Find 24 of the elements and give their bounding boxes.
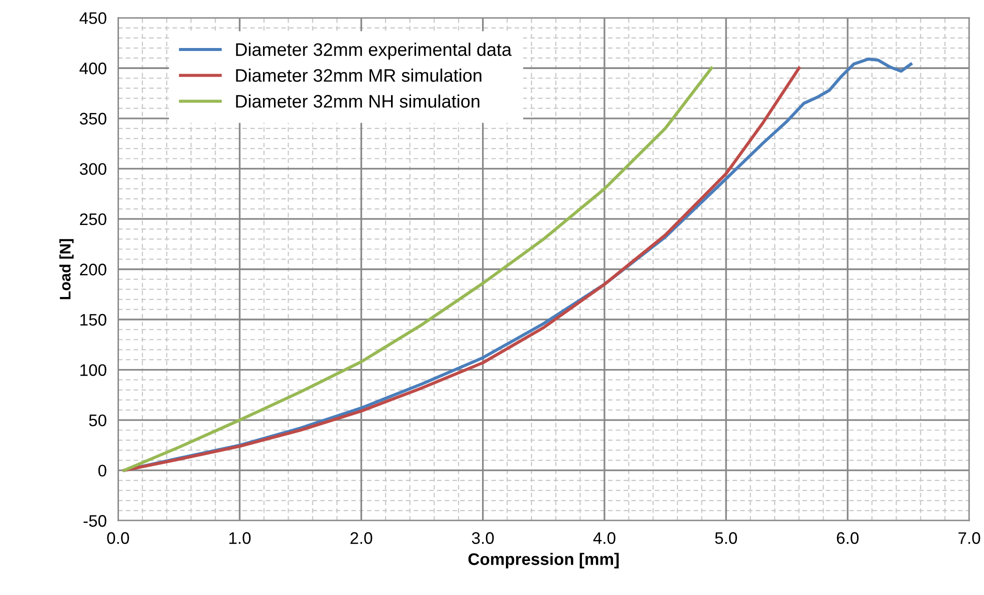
y-tick-label: -50 [84, 515, 106, 527]
x-tick-label: 5.0 [715, 532, 737, 544]
legend-label: Diameter 32mm experimental data [236, 42, 512, 60]
y-tick-label: 300 [80, 163, 106, 175]
x-tick-label: 4.0 [593, 532, 616, 544]
y-tick-label: 100 [80, 364, 106, 376]
y-tick-label: 200 [80, 264, 106, 276]
x-tick-label: 3.0 [472, 532, 494, 544]
y-axis-title: Load [N] [59, 239, 74, 300]
x-tick-label: 1.0 [229, 532, 251, 544]
legend-label: Diameter 32mm MR simulation [236, 68, 482, 82]
x-tick-label: 2.0 [350, 532, 372, 544]
y-tick-label: 250 [80, 213, 106, 226]
y-tick-label: 150 [80, 314, 106, 326]
x-axis-title: Compression [mm] [468, 552, 619, 568]
y-tick-label: 350 [80, 112, 106, 125]
x-tick-label: 0.0 [107, 532, 130, 544]
y-tick-label: 0 [98, 464, 106, 477]
legend-label: Diameter 32mm NH simulation [236, 94, 480, 108]
x-tick-label: 6.0 [836, 532, 859, 544]
x-tick-label: 7.0 [958, 532, 980, 544]
y-tick-label: 50 [89, 414, 106, 426]
y-tick-label: 450 [80, 12, 106, 24]
y-tick-label: 400 [80, 62, 106, 74]
